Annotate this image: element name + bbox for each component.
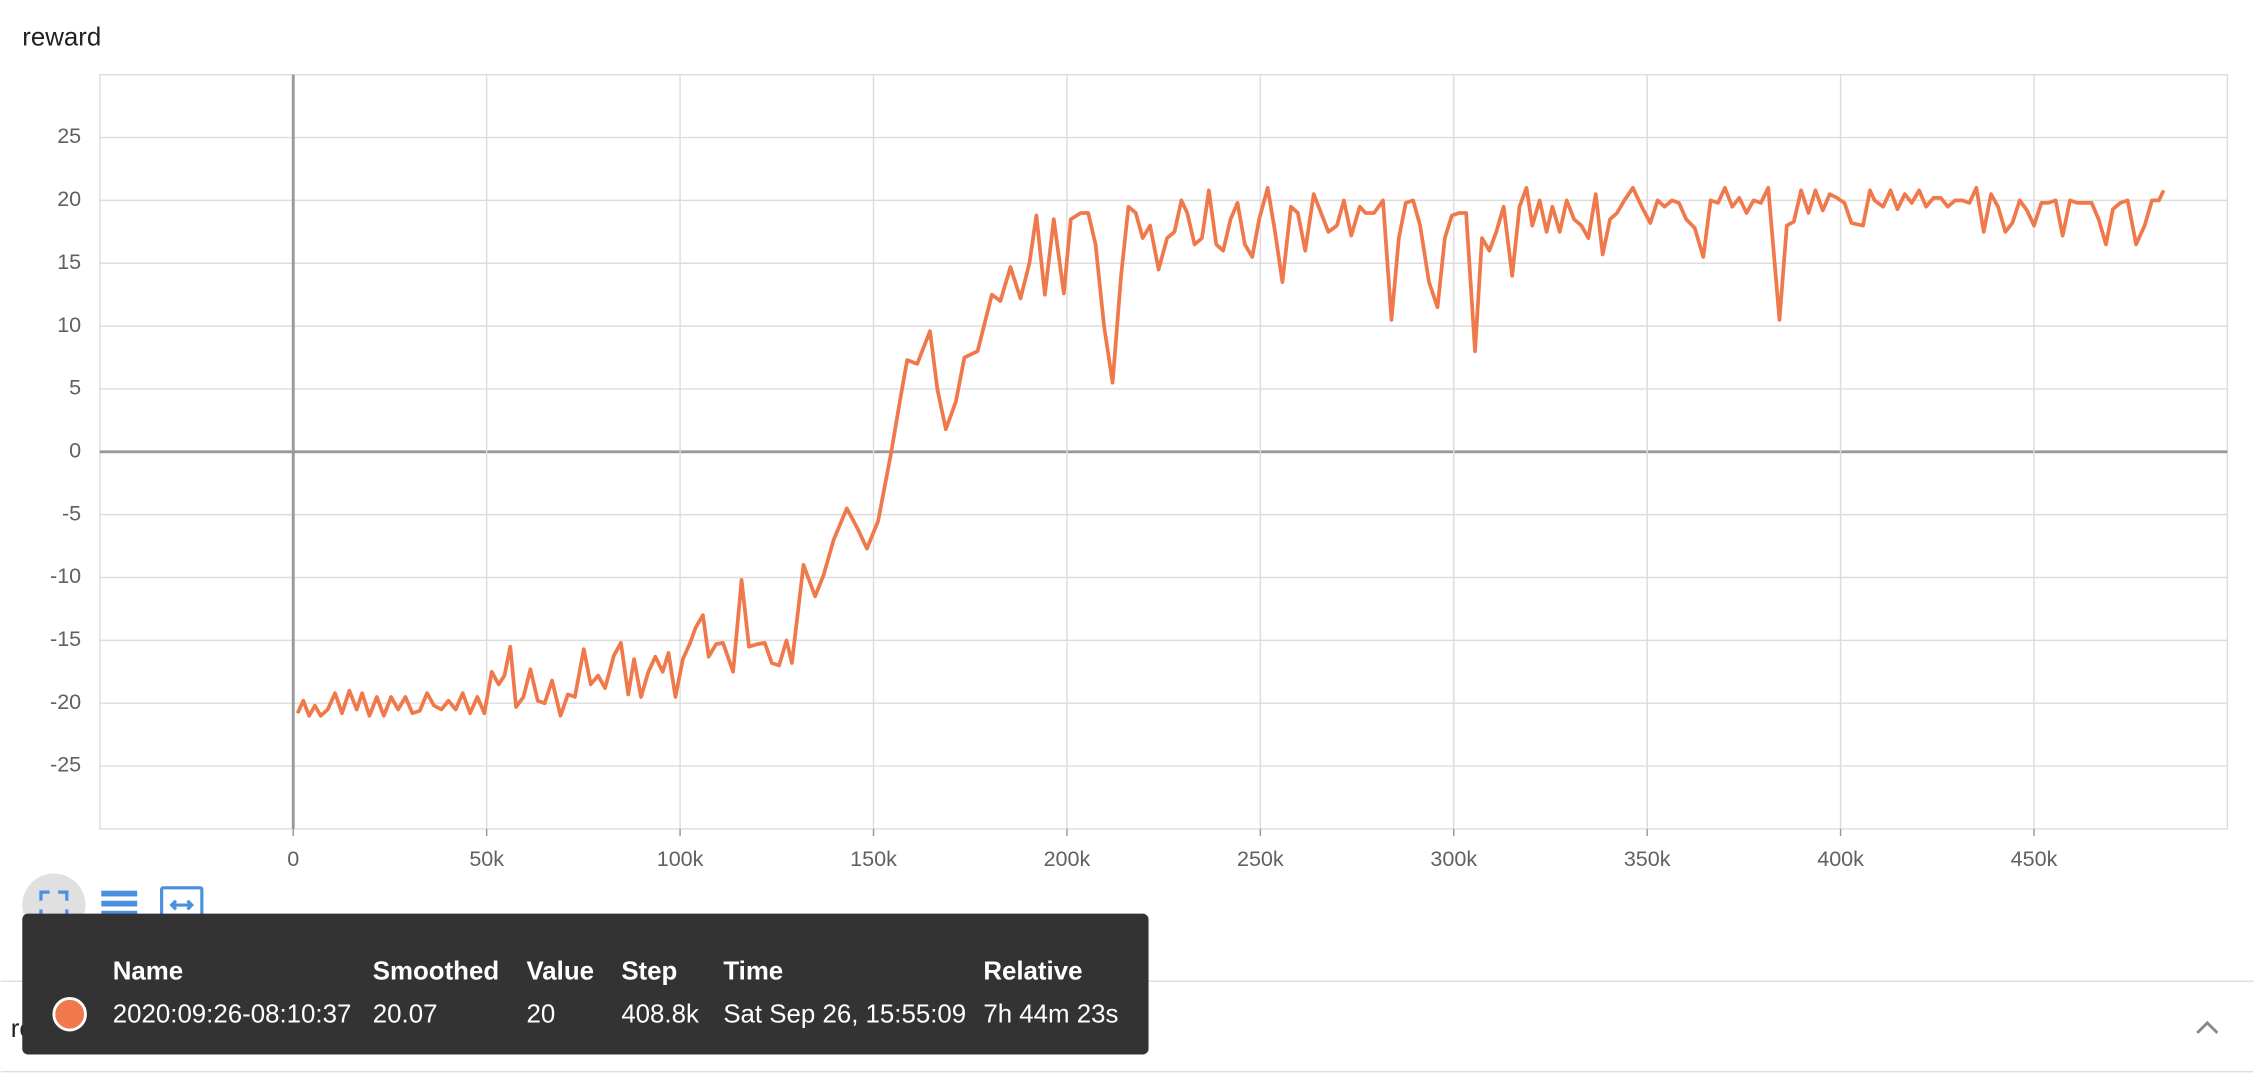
x-tick-label: 400k [1817,847,1864,871]
y-tick-label: -10 [50,564,81,588]
tooltip-header: Value [527,957,595,985]
y-tick-label: -15 [50,627,81,651]
y-tick-label: -20 [50,690,81,714]
y-tick-label: 10 [57,313,81,337]
y-tick-label: 20 [57,187,81,211]
tooltip-cell: 20 [527,1000,556,1028]
plot-area: -25 -20 -15 -10 -5 0 5 10 15 20 25 0 50k 100k 150k 200k… [50,73,2229,871]
chart-title: reward [22,24,101,52]
tooltip-table: Name Smoothed Value Step Time Relative 2020:09… [52,957,1118,1032]
tooltip-header: Step [621,957,677,985]
x-tick-label: 450k [2011,847,2058,871]
tooltip-cell: 2020:09:26-08:10:37 [113,1000,352,1028]
x-tick-label: 100k [657,847,704,871]
y-tick-label: -25 [50,753,81,777]
y-tick-label: 0 [69,438,81,462]
tooltip-bg [22,913,1149,1055]
y-tick-label: 5 [69,376,81,400]
tooltip-cell: Sat Sep 26, 15:55:09 [723,1000,966,1028]
x-tick-label: 50k [469,847,504,871]
series-line [295,185,2166,718]
y-tick-label: 25 [57,124,81,148]
tooltip-cell: 7h 44m 23s [983,1000,1118,1028]
tooltip-header: Smoothed [373,957,499,985]
tooltip-cell: 20.07 [373,1000,438,1028]
x-tick-label: 300k [1430,847,1477,871]
tooltip-header: Relative [983,957,1082,985]
tooltip-cell: 408.8k [621,1000,699,1028]
y-tick-label: -5 [62,501,81,525]
data-selection-icon[interactable] [101,890,138,917]
x-tick-label: 250k [1237,847,1284,871]
tooltip-header: Name [113,957,183,985]
tooltip: Name Smoothed Value Step Time Relative 2020:09… [22,913,1149,1055]
x-tick-label: 200k [1044,847,1091,871]
tooltip-header: Time [723,957,783,985]
expand-chevron[interactable] [2196,1020,2219,1034]
x-tick-label: 150k [850,847,897,871]
series-swatch [52,996,87,1032]
x-tick-label: 0 [287,847,299,871]
x-tick-label: 350k [1624,847,1671,871]
fullscreen-icon[interactable] [39,890,69,920]
y-tick-label: 15 [57,250,81,274]
